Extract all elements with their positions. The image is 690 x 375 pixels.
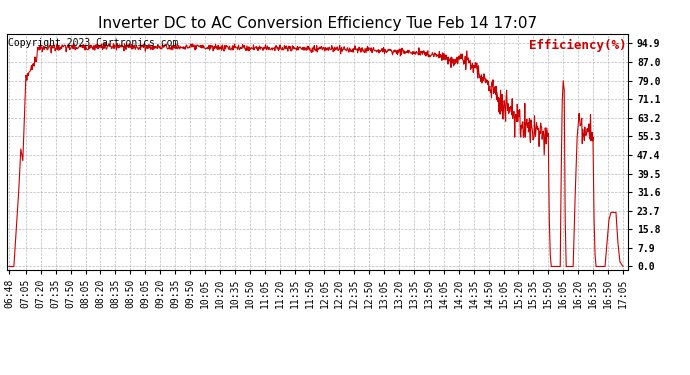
Text: Efficiency(%): Efficiency(%) [529, 39, 627, 51]
Text: Copyright 2023 Cartronics.com: Copyright 2023 Cartronics.com [8, 39, 179, 48]
Title: Inverter DC to AC Conversion Efficiency Tue Feb 14 17:07: Inverter DC to AC Conversion Efficiency … [98, 16, 537, 31]
